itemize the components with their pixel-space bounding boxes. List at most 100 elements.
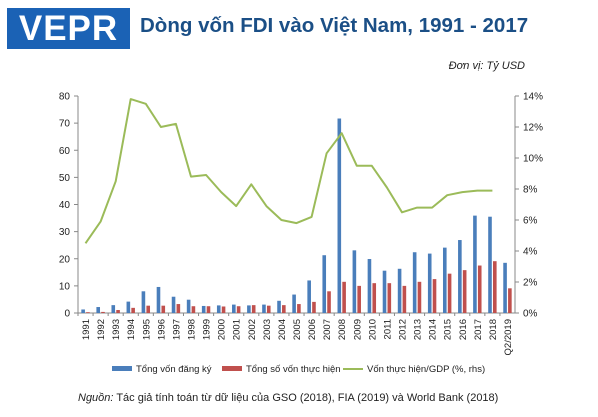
x-tick-label: 2008 — [337, 319, 348, 340]
x-tick-label: 1999 — [202, 319, 213, 340]
legend-label-registered: Tổng vốn đăng ký — [136, 364, 212, 375]
bar-registered — [397, 268, 402, 313]
bar-implemented — [266, 305, 271, 313]
bar-implemented — [161, 305, 166, 313]
bar-implemented — [116, 310, 120, 313]
bar-implemented — [297, 304, 301, 313]
y-right-tick-label: 2% — [523, 278, 538, 289]
bar-implemented — [176, 304, 181, 313]
y-left-tick-label: 70 — [59, 119, 71, 130]
bar-registered — [488, 216, 492, 313]
bar-implemented — [206, 306, 211, 313]
bar-implemented — [342, 281, 346, 313]
bar-registered — [247, 305, 251, 313]
legend-label-implemented: Tổng số vốn thực hiện — [246, 364, 341, 375]
bar-registered — [427, 253, 432, 313]
x-tick-label: 2000 — [217, 319, 228, 340]
x-tick-label: 2014 — [428, 319, 439, 340]
y-left-tick-label: 20 — [59, 254, 71, 265]
y-left-tick-label: 40 — [59, 200, 71, 211]
bar-implemented — [387, 283, 392, 313]
y-right-tick-label: 12% — [523, 123, 543, 134]
bar-implemented — [372, 283, 377, 313]
bar-implemented — [131, 307, 135, 313]
bar-implemented — [402, 285, 407, 313]
unit-label: Đơn vị: Tỷ USD — [448, 60, 525, 72]
bar-registered — [141, 291, 146, 313]
bar-registered — [442, 247, 447, 313]
bar-implemented — [251, 305, 256, 313]
x-tick-label: 2016 — [458, 319, 469, 340]
x-tick-label: 1994 — [126, 319, 137, 340]
y-right-tick-label: 4% — [523, 247, 538, 258]
y-right-tick-label: 10% — [523, 154, 543, 165]
bar-implemented — [146, 305, 151, 313]
x-tick-label: 2007 — [322, 319, 333, 340]
y-right-tick-label: 0% — [523, 309, 538, 320]
bar-implemented — [236, 306, 241, 313]
y-left-tick-label: 10 — [59, 281, 71, 292]
bar-registered — [458, 240, 462, 313]
x-tick-label: 1996 — [156, 319, 167, 340]
x-tick-label: 2012 — [397, 319, 408, 340]
bar-registered — [96, 307, 101, 313]
legend-swatch-implemented — [222, 366, 242, 371]
bar-registered — [216, 305, 221, 313]
bar-registered — [412, 252, 417, 313]
x-tick-label: 1992 — [96, 319, 107, 340]
bar-implemented — [191, 306, 196, 313]
y-left-tick-label: 50 — [59, 173, 71, 184]
bar-registered — [307, 280, 311, 313]
bar-registered — [367, 259, 372, 313]
x-tick-label: 2018 — [488, 319, 499, 340]
bar-registered — [156, 286, 161, 313]
bar-registered — [81, 309, 85, 313]
bar-registered — [292, 294, 296, 313]
x-tick-label: 1998 — [187, 319, 198, 340]
x-tick-label: 2002 — [247, 319, 258, 340]
y-left-tick-label: 30 — [59, 227, 71, 238]
series-line-fdi-gdp-ratio — [84, 98, 493, 244]
x-tick-label: 1991 — [81, 319, 92, 340]
bar-implemented — [477, 265, 482, 313]
bar-registered — [322, 255, 327, 313]
bar-implemented — [312, 301, 316, 313]
bar-registered — [382, 270, 387, 313]
bar-implemented — [221, 306, 226, 313]
y-right-tick-label: 14% — [523, 92, 543, 103]
bar-implemented — [508, 288, 512, 313]
bar-registered — [126, 301, 131, 313]
x-tick-label: 2010 — [367, 319, 378, 340]
x-tick-label: 2017 — [473, 319, 484, 340]
x-tick-label: 1997 — [171, 319, 182, 340]
x-tick-label: 2011 — [382, 319, 393, 339]
bar-registered — [262, 304, 266, 313]
legend-swatch-registered — [112, 366, 132, 371]
x-tick-label: 1995 — [141, 319, 152, 340]
x-tick-label: 2015 — [443, 319, 454, 340]
x-tick-label: 2013 — [413, 319, 424, 340]
bar-registered — [277, 300, 281, 313]
chart-title: Dòng vốn FDI vào Việt Nam, 1991 - 2017 — [140, 14, 529, 37]
y-left-tick-label: 0 — [64, 309, 70, 320]
y-left-tick-label: 80 — [59, 92, 71, 103]
bar-registered — [503, 262, 507, 313]
bar-registered — [337, 118, 342, 313]
bar-registered — [201, 305, 206, 313]
x-tick-label: 2004 — [277, 319, 288, 340]
y-left-tick-label: 60 — [59, 146, 71, 157]
bar-implemented — [357, 285, 361, 313]
source-label: Nguồn: — [78, 392, 114, 404]
x-tick-label: Q2/2019 — [503, 319, 514, 355]
bar-registered — [171, 296, 176, 313]
bar-implemented — [101, 311, 105, 313]
bar-implemented — [327, 291, 331, 313]
x-tick-label: 2003 — [262, 319, 273, 340]
bar-implemented — [492, 261, 497, 313]
bar-implemented — [417, 281, 422, 313]
legend-label-ratio: Vốn thực hiện/GDP (%, rhs) — [367, 364, 485, 375]
bar-registered — [473, 215, 477, 313]
bar-implemented — [462, 270, 467, 313]
x-tick-label: 1993 — [111, 319, 122, 340]
